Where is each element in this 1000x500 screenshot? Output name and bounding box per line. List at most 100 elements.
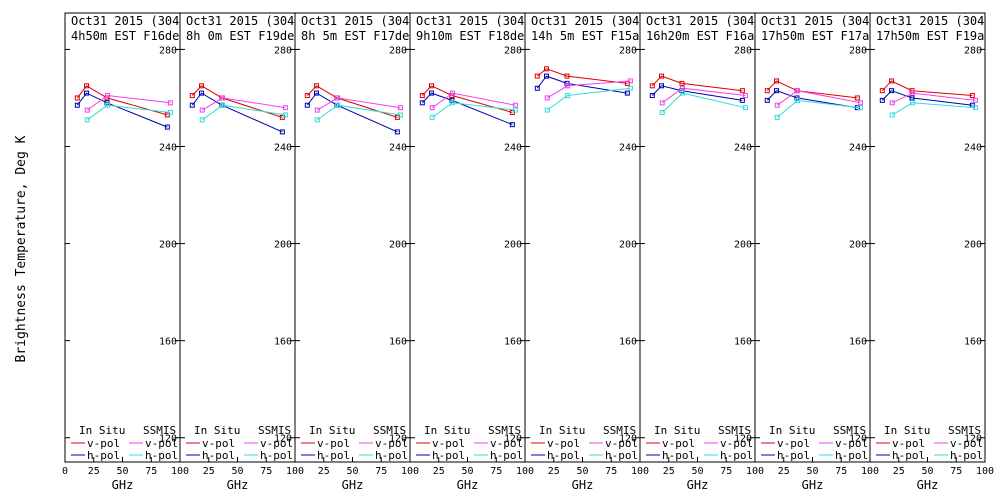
x-tick-label: 50 [921,466,933,477]
data-point-insitu-v [199,83,205,89]
x-tick-label: 100 [861,466,879,477]
data-point-ssmis-v [889,100,895,106]
legend-entry-label: v-pol [490,437,523,450]
series-line-ssmis-h [892,102,976,116]
series-line-insitu-v [881,80,973,96]
data-point-ssmis-h [167,110,173,116]
x-axis-label: GHz [457,478,479,492]
x-tick-label: 50 [806,466,818,477]
data-point-insitu-h [314,90,320,96]
series-line-ssmis-v [432,92,516,109]
y-tick-label: 240 [849,142,867,153]
legend-entry-label: h-pol [145,449,178,462]
series-line-insitu-h [76,92,168,128]
panel-1: 120 160 200 240 280 0 25 50 75 100 GHz Oct31 2015 (… [62,12,189,492]
data-point-insitu-v [84,83,90,89]
data-point-ssmis-v [544,95,550,101]
data-point-insitu-v [889,78,895,84]
series-line-ssmis-h [317,104,401,121]
data-point-ssmis-h [314,117,320,123]
y-tick-label: 200 [274,240,292,251]
y-tick-label: 240 [504,142,522,153]
legend-entry-label: v-pol [547,437,580,450]
legend-entry-label: v-pol [605,437,638,450]
x-tick-label: 25 [88,466,100,477]
series-line-insitu-h [191,92,283,133]
panel-title-date: Oct31 2015 (304) [416,14,532,28]
series-line-insitu-h [881,90,973,106]
x-tick-label: 75 [835,466,847,477]
x-tick-label: 75 [490,466,502,477]
data-point-ssmis-h [565,93,571,99]
data-point-ssmis-h [282,112,288,118]
y-tick-label: 240 [734,142,752,153]
legend-group-insitu: In Situ [424,424,470,437]
panel-frame [179,12,296,463]
panel-title-time: 17h50m EST F19asc [876,29,999,43]
panel-title-date: Oct31 2015 (304) [761,14,877,28]
data-point-insitu-h [419,100,425,106]
y-tick-label: 120 [504,434,522,445]
data-point-insitu-h [774,88,780,94]
legend-group-insitu: In Situ [769,424,815,437]
legend-entry-label: v-pol [202,437,235,450]
x-tick-label: 100 [286,466,304,477]
x-tick-label: 50 [461,466,473,477]
x-axis-label: GHz [917,478,939,492]
data-point-ssmis-h [105,102,111,108]
data-point-ssmis-h [972,105,978,111]
data-point-ssmis-v [282,105,288,111]
legend-entry-label: v-pol [662,437,695,450]
x-tick-label: 100 [516,466,534,477]
series-line-insitu-v [191,85,283,118]
panel-title-date: Oct31 2015 (304) [531,14,647,28]
y-tick-label: 120 [734,434,752,445]
series-line-insitu-v [306,85,398,118]
data-point-ssmis-h [450,100,456,106]
data-point-insitu-h [534,85,540,91]
data-point-ssmis-h [429,114,435,120]
legend-group-ssmis: SSMIS [488,424,521,437]
series-line-insitu-v [766,80,858,99]
data-point-insitu-h [199,90,205,96]
data-point-ssmis-v [199,107,205,113]
data-point-ssmis-v [857,100,863,106]
series-line-ssmis-v [317,97,401,111]
legend-entry-label: v-pol [777,437,810,450]
panel-title-time: 17h50m EST F17asc [761,29,884,43]
series-line-insitu-h [306,92,398,133]
data-point-ssmis-h [199,117,205,123]
legend-group-ssmis: SSMIS [258,424,291,437]
y-tick-label: 120 [849,434,867,445]
y-tick-label: 280 [734,45,752,56]
series-line-ssmis-v [87,94,171,111]
legend-entry-label: h-pol [432,449,465,462]
series-line-ssmis-h [202,104,286,121]
y-tick-label: 160 [159,337,177,348]
x-tick-label: 100 [401,466,419,477]
data-point-insitu-h [84,90,90,96]
data-point-ssmis-v [105,93,111,99]
legend-group-ssmis: SSMIS [603,424,636,437]
legend-group-ssmis: SSMIS [948,424,981,437]
panels-group: 120 160 200 240 280 0 25 50 75 100 GHz Oct31 2015 (… [62,12,999,492]
x-tick-label: 75 [375,466,387,477]
x-tick-label: 100 [631,466,649,477]
panel-frame [754,12,871,463]
panel-frame [524,12,641,463]
x-axis-label: GHz [112,478,134,492]
data-point-insitu-v [419,93,425,99]
y-tick-label: 280 [849,45,867,56]
legend-group-insitu: In Situ [539,424,585,437]
data-point-insitu-v [534,73,540,79]
data-point-ssmis-h [220,102,226,108]
panel-titles: Oct31 2015 (304)14h 5m EST F15asc [531,14,647,43]
legend-entry-label: v-pol [892,437,925,450]
data-point-ssmis-h [512,107,518,113]
panel-6: 120 160 200 240 280 25 50 75 100 GHz Oct31 2015 (3… [639,12,764,492]
